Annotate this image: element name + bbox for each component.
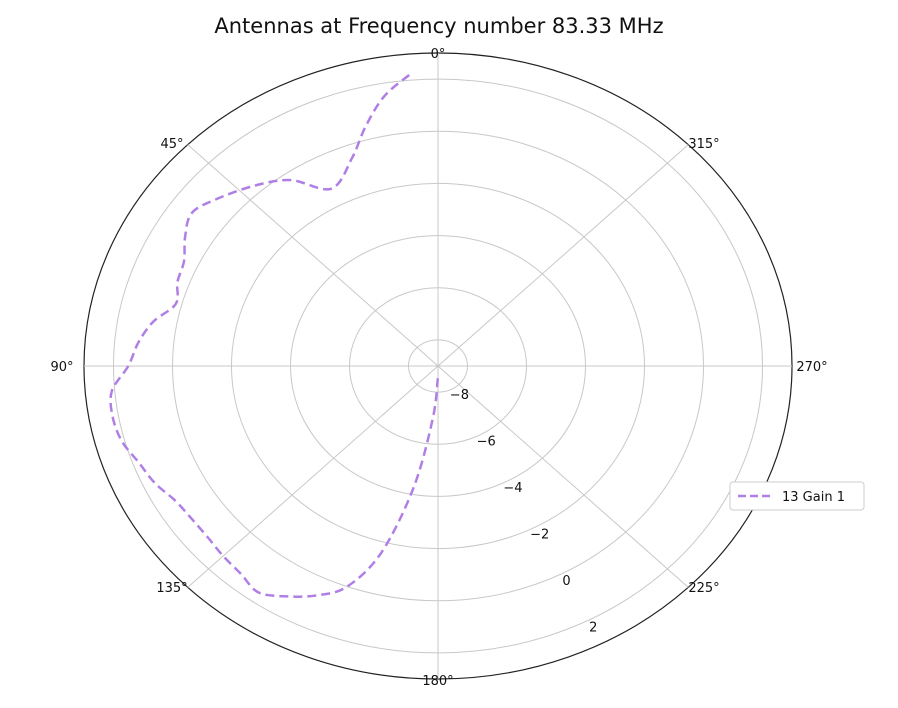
radial-tick-label: −6: [477, 435, 496, 450]
radial-tick-label: −2: [530, 528, 549, 543]
legend-label: 13 Gain 1: [782, 490, 845, 505]
radial-tick-labels: −8 −6 −4 −2 0 2: [450, 388, 598, 635]
legend: 13 Gain 1: [729, 481, 865, 511]
angular-gridline: [187, 365, 439, 588]
radial-tick-label: −4: [503, 481, 522, 496]
angular-tick-label: 135°: [156, 581, 187, 596]
radial-tick-label: 0: [562, 574, 570, 589]
angular-tick-label: 225°: [688, 581, 719, 596]
series-layer: [109, 74, 440, 598]
angular-tick-label: 315°: [688, 137, 719, 152]
angular-tick-label: 45°: [160, 137, 183, 152]
angular-gridlines: [84, 53, 792, 679]
angular-tick-label: 270°: [796, 360, 827, 375]
angular-tick-labels: 0° 45° 90° 135° 180° 225° 315° 270°: [50, 47, 827, 689]
series-line-13-gain-1: [109, 74, 440, 598]
angular-gridline: [437, 144, 689, 367]
angular-tick-label: 0°: [431, 47, 446, 62]
angular-gridline: [187, 144, 439, 367]
angular-tick-label: 90°: [50, 360, 73, 375]
angular-tick-label: 180°: [422, 674, 453, 689]
chart-title: Antennas at Frequency number 83.33 MHz: [214, 14, 664, 38]
radial-tick-label: 2: [589, 621, 597, 636]
radial-tick-label: −8: [450, 388, 469, 403]
legend-box: [729, 481, 865, 511]
angular-gridline: [437, 365, 689, 588]
